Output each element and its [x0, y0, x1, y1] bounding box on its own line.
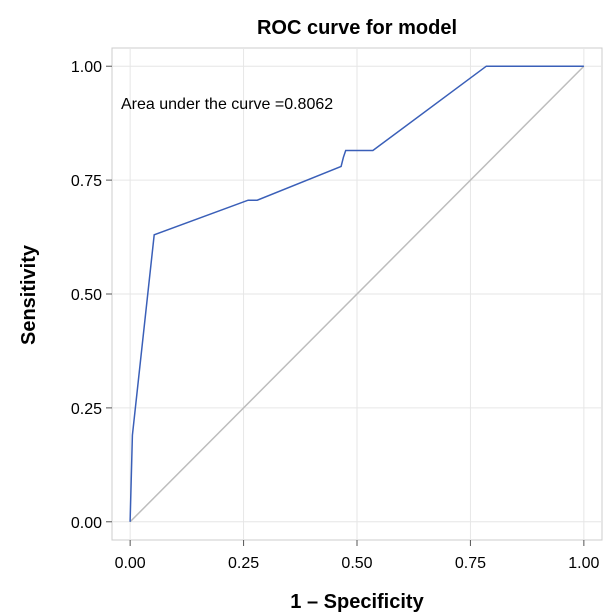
x-tick-label: 0.50: [341, 555, 372, 572]
x-tick-label: 0.75: [455, 555, 486, 572]
y-tick-label: 0.25: [71, 401, 102, 418]
x-tick-label: 1.00: [568, 555, 599, 572]
x-tick-label: 0.25: [228, 555, 259, 572]
x-axis-ticks: 0.00 0.25 0.50 0.75 1.00: [115, 540, 600, 572]
y-tick-label: 0.75: [71, 173, 102, 190]
gridlines: [112, 48, 602, 540]
y-tick-label: 0.50: [71, 287, 102, 304]
y-tick-label: 1.00: [71, 59, 102, 76]
reference-diagonal-line: [129, 65, 585, 523]
y-axis-label: Sensitivity: [18, 244, 40, 345]
reference-diagonal-group: [129, 65, 585, 523]
chart-title: ROC curve for model: [257, 17, 457, 39]
x-tick-label: 0.00: [115, 555, 146, 572]
roc-curve-line: [129, 65, 584, 522]
x-axis-label: 1 – Specificity: [290, 591, 424, 613]
roc-series-group: [129, 65, 584, 522]
y-tick-label: 0.00: [71, 515, 102, 532]
auc-annotation: Area under the curve =0.8062: [121, 96, 333, 113]
y-axis-ticks: 0.00 0.25 0.50 0.75 1.00: [71, 59, 112, 532]
